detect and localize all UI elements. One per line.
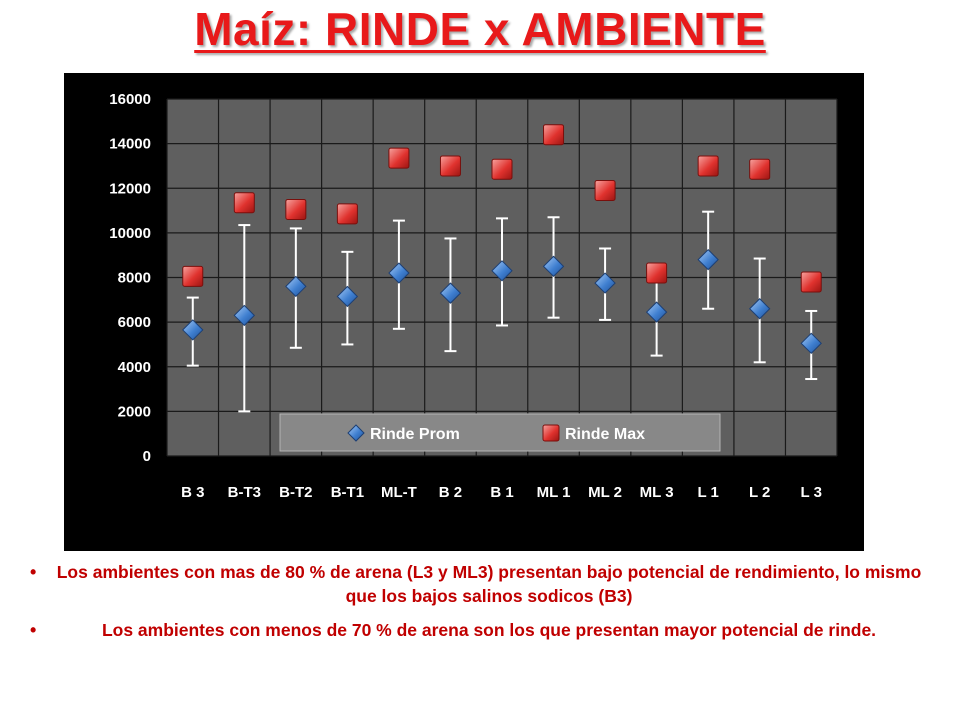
bullet-icon: • (30, 562, 37, 582)
legend-rinde-prom-icon (347, 424, 365, 442)
rinde-max-point (285, 198, 307, 220)
rinde-max-point (439, 155, 461, 177)
y-tick-label: 4000 (118, 359, 151, 376)
rinde-prom-point (800, 332, 822, 355)
y-tick-label: 8000 (118, 270, 151, 287)
rinde-prom-point (748, 298, 771, 320)
y-tick-label: 6000 (118, 314, 151, 331)
page-title: Maíz: RINDE x AMBIENTE (194, 3, 766, 55)
rinde-max-point (182, 265, 204, 287)
chart-container: 0 2000 4000 6000 8000 10000 12000 14000 16000 B 3… (64, 73, 864, 551)
y-tick-label: 12000 (109, 180, 151, 197)
rinde-prom-point (542, 255, 565, 278)
rinde-max-point (800, 271, 822, 293)
bullet-icon: • (30, 620, 37, 640)
rinde-max-point (697, 155, 719, 177)
rinde-max-point (594, 179, 616, 201)
legend-rinde-max-icon (542, 424, 560, 442)
bullet-list: • Los ambientes con mas de 80 % de arena… (26, 560, 934, 652)
rinde-prom-point (233, 304, 256, 327)
rinde-max-point (646, 262, 668, 284)
legend-rinde-max-label: Rinde Max (565, 426, 645, 443)
x-tick-label: ML 2 (588, 484, 622, 501)
x-tick-label: ML 3 (640, 484, 674, 501)
rinde-prom-point (645, 301, 668, 323)
x-tick-label: L 3 (801, 484, 822, 501)
rinde-prom-point (285, 275, 307, 298)
yield-chart: 0 2000 4000 6000 8000 10000 12000 14000 16000 B 3… (109, 91, 838, 501)
rinde-max-point (336, 203, 358, 225)
y-tick-label: 10000 (109, 225, 151, 242)
y-tick-label: 2000 (118, 403, 151, 420)
y-tick-label: 0 (143, 448, 151, 465)
rinde-prom-point (697, 248, 719, 271)
bullet-item: • Los ambientes con menos de 70 % de are… (26, 618, 934, 642)
rinde-max-point (749, 158, 771, 180)
x-tick-label: L 1 (697, 484, 718, 501)
x-tick-label: L 2 (749, 484, 770, 501)
x-tick-label: ML-T (381, 484, 417, 501)
legend-rinde-prom-label: Rinde Prom (370, 426, 460, 443)
x-tick-label: B-T1 (331, 484, 364, 501)
rinde-prom-point (182, 319, 204, 341)
x-tick-label: B-T2 (279, 484, 312, 501)
y-tick-label: 16000 (109, 91, 151, 108)
legend-box (279, 413, 721, 452)
bullet-text: Los ambientes con menos de 70 % de arena… (101, 620, 877, 640)
rinde-max-point (233, 192, 255, 214)
y-tick-label: 14000 (109, 136, 151, 153)
bullet-text: Los ambientes con mas de 80 % de arena (… (56, 562, 922, 606)
x-tick-label: B 2 (439, 484, 462, 501)
x-tick-label: ML 1 (537, 484, 571, 501)
rinde-max-point (543, 124, 565, 146)
rinde-prom-point (491, 260, 513, 282)
x-tick-label: B 1 (490, 484, 513, 501)
rinde-prom-point (439, 282, 462, 304)
x-tick-label: B 3 (181, 484, 204, 501)
rinde-max-point (388, 147, 410, 169)
x-tick-label: B-T3 (228, 484, 261, 501)
rinde-prom-point (594, 272, 616, 294)
rinde-prom-point (388, 262, 410, 284)
rinde-max-point (491, 158, 513, 180)
bullet-item: • Los ambientes con mas de 80 % de arena… (26, 560, 934, 608)
rinde-prom-point (336, 285, 359, 308)
